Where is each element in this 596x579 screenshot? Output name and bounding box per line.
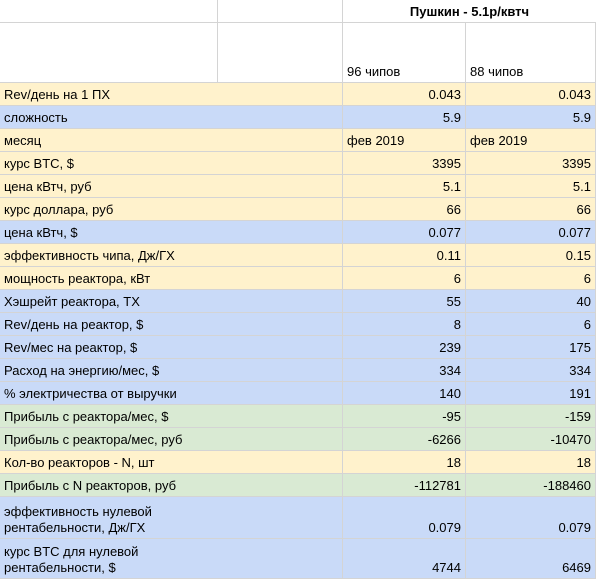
value-cell: 6 [466, 267, 596, 290]
value-cell: 4744 [343, 539, 466, 579]
value-cell: 0.043 [466, 83, 596, 106]
value-cell: 0.15 [466, 244, 596, 267]
value-cell: 140 [343, 382, 466, 405]
row-label: цена кВтч, руб [0, 175, 343, 198]
value-cell: 0.043 [343, 83, 466, 106]
row-label: курс BTC, $ [0, 152, 343, 175]
column-header: 96 чипов [343, 23, 466, 83]
value-cell: 6469 [466, 539, 596, 579]
value-cell: -188460 [466, 474, 596, 497]
value-cell: 0.079 [466, 497, 596, 539]
value-cell: 5.9 [343, 106, 466, 129]
value-cell: фев 2019 [343, 129, 466, 152]
value-cell: 5.1 [343, 175, 466, 198]
value-cell: 6 [343, 267, 466, 290]
value-cell: 40 [466, 290, 596, 313]
cell [218, 0, 343, 23]
cell [218, 23, 343, 83]
row-label: эффективность чипа, Дж/ГХ [0, 244, 343, 267]
value-cell: 5.1 [466, 175, 596, 198]
value-cell: 334 [466, 359, 596, 382]
title: Пушкин - 5.1р/квтч [343, 0, 596, 23]
row-label: Прибыль с реактора/мес, руб [0, 428, 343, 451]
value-cell: 0.079 [343, 497, 466, 539]
value-cell: 3395 [466, 152, 596, 175]
row-label: Rev/мес на реактор, $ [0, 336, 343, 359]
value-cell: 8 [343, 313, 466, 336]
value-cell: -10470 [466, 428, 596, 451]
cell [0, 0, 218, 23]
row-label: курс доллара, руб [0, 198, 343, 221]
value-cell: 175 [466, 336, 596, 359]
value-cell: 0.077 [466, 221, 596, 244]
column-header: 88 чипов [466, 23, 596, 83]
value-cell: -6266 [343, 428, 466, 451]
value-cell: 18 [343, 451, 466, 474]
row-label: Хэшрейт реактора, ТХ [0, 290, 343, 313]
value-cell: 191 [466, 382, 596, 405]
row-label: Прибыль с реактора/мес, $ [0, 405, 343, 428]
value-cell: -95 [343, 405, 466, 428]
row-label: Кол-во реакторов - N, шт [0, 451, 343, 474]
value-cell: -159 [466, 405, 596, 428]
row-label: % электричества от выручки [0, 382, 343, 405]
value-cell: 66 [466, 198, 596, 221]
value-cell: 0.11 [343, 244, 466, 267]
row-label: Rev/день на 1 ПХ [0, 83, 343, 106]
value-cell: 239 [343, 336, 466, 359]
row-label: сложность [0, 106, 343, 129]
value-cell: 3395 [343, 152, 466, 175]
value-cell: 66 [343, 198, 466, 221]
value-cell: -112781 [343, 474, 466, 497]
value-cell: 334 [343, 359, 466, 382]
row-label: цена кВтч, $ [0, 221, 343, 244]
value-cell: 0.077 [343, 221, 466, 244]
value-cell: 5.9 [466, 106, 596, 129]
row-label: месяц [0, 129, 343, 152]
value-cell: 55 [343, 290, 466, 313]
row-label: Прибыль с N реакторов, руб [0, 474, 343, 497]
row-label: Rev/день на реактор, $ [0, 313, 343, 336]
value-cell: 6 [466, 313, 596, 336]
row-background [0, 539, 343, 579]
value-cell: 18 [466, 451, 596, 474]
row-label: Расход на энергию/мес, $ [0, 359, 343, 382]
row-label: эффективность нулевой рентабельности, Дж… [0, 497, 218, 539]
cell [0, 23, 218, 83]
row-label: мощность реактора, кВт [0, 267, 343, 290]
row-label: курс BTC для нулевой рентабельности, $ [0, 539, 218, 579]
value-cell: фев 2019 [466, 129, 596, 152]
